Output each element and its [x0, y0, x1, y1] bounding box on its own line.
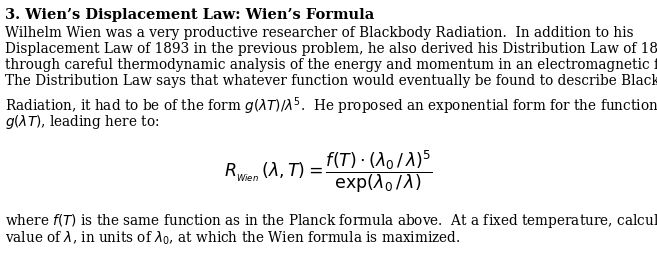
Text: Displacement Law of 1893 in the previous problem, he also derived his Distributi: Displacement Law of 1893 in the previous… — [5, 42, 657, 56]
Text: 3. Wien’s Displacement Law: Wien’s Formula: 3. Wien’s Displacement Law: Wien’s Formu… — [5, 8, 374, 22]
Text: where $f(T)$ is the same function as in the Planck formula above.  At a fixed te: where $f(T)$ is the same function as in … — [5, 212, 657, 230]
Text: $R_{_{Wien}}\,(\lambda,T) = \dfrac{f(T)\cdot(\lambda_0\,/\,\lambda)^5}{\exp(\lam: $R_{_{Wien}}\,(\lambda,T) = \dfrac{f(T)\… — [224, 148, 433, 194]
Text: The Distribution Law says that whatever function would eventually be found to de: The Distribution Law says that whatever … — [5, 74, 657, 88]
Text: value of $\lambda$, in units of $\lambda_0$, at which the Wien formula is maximi: value of $\lambda$, in units of $\lambda… — [5, 230, 461, 247]
Text: through careful thermodynamic analysis of the energy and momentum in an electrom: through careful thermodynamic analysis o… — [5, 58, 657, 72]
Text: Wilhelm Wien was a very productive researcher of Blackbody Radiation.  In additi: Wilhelm Wien was a very productive resea… — [5, 26, 633, 40]
Text: Radiation, it had to be of the form $g(\lambda T)/\lambda^5$.  He proposed an ex: Radiation, it had to be of the form $g(\… — [5, 95, 657, 117]
Text: $g(\lambda T)$, leading here to:: $g(\lambda T)$, leading here to: — [5, 113, 160, 131]
